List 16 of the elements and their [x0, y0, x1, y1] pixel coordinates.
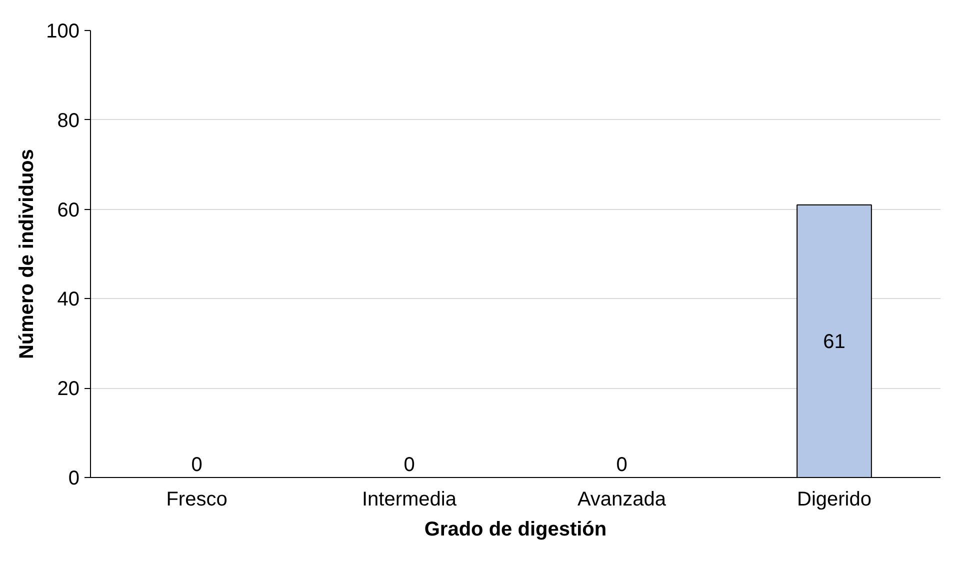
data-label: 0 — [616, 454, 628, 476]
y-tick-label: 20 — [57, 378, 80, 400]
data-label: 0 — [191, 454, 202, 476]
data-label: 61 — [823, 331, 846, 354]
x-tick-label: Avanzada — [577, 488, 667, 510]
y-tick-label: 80 — [57, 110, 80, 132]
data-label: 0 — [404, 454, 415, 476]
y-tick-label: 40 — [57, 288, 80, 311]
x-tick-label: Intermedia — [362, 488, 458, 510]
y-tick-label: 100 — [46, 20, 80, 42]
y-axis-title: Número de individuos — [16, 148, 38, 360]
x-axis-title: Grado de digestión — [424, 518, 607, 540]
x-tick-label: Digerido — [797, 488, 872, 510]
x-tick-label: Fresco — [166, 488, 228, 510]
y-tick-label: 0 — [68, 468, 80, 490]
y-tick-label: 60 — [57, 199, 80, 222]
